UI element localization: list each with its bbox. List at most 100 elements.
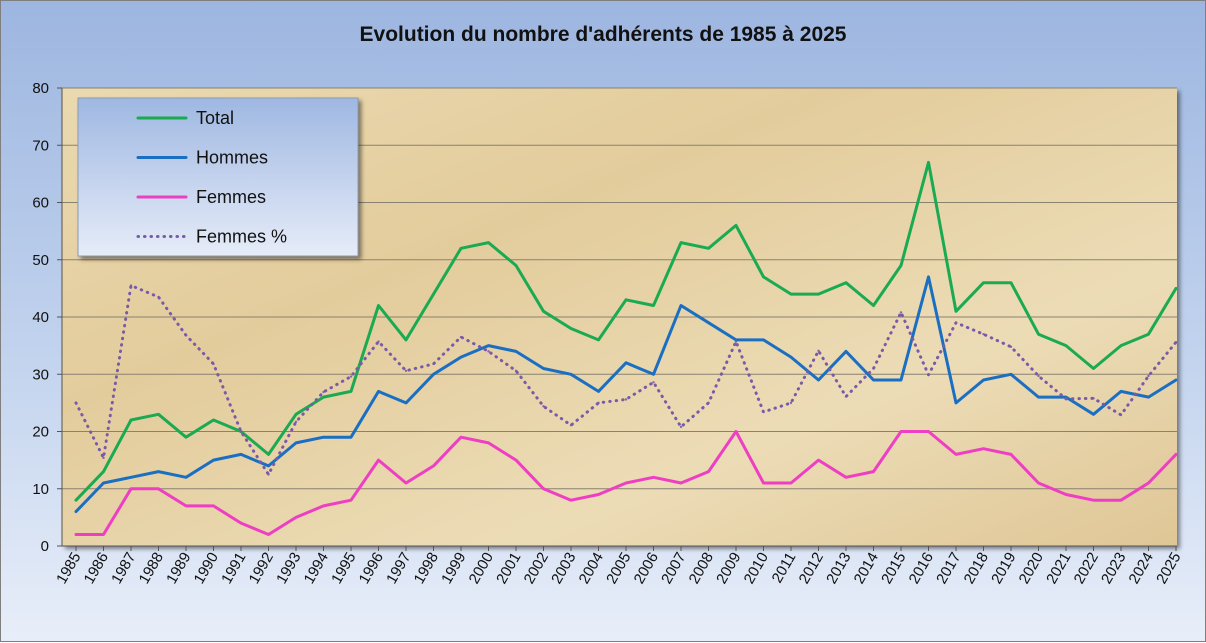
- data-point-hommes: [597, 390, 600, 393]
- data-point-hommes: [102, 481, 105, 485]
- data-point-total: [817, 292, 820, 296]
- x-tick-label: 1998: [411, 550, 442, 587]
- x-tick-label: 2016: [906, 550, 937, 587]
- x-tick-label: 2025: [1153, 550, 1184, 587]
- data-point-femmes: [927, 373, 930, 377]
- x-tick-label: 2001: [493, 550, 524, 587]
- data-point-total: [1147, 332, 1150, 336]
- data-point-femmes: [734, 430, 738, 433]
- data-point-total: [1092, 367, 1095, 370]
- data-point-total: [789, 292, 793, 296]
- data-point-femmes: [762, 410, 765, 414]
- data-point-femmes: [817, 349, 820, 352]
- data-point-hommes: [212, 458, 215, 462]
- data-point-total: [1174, 287, 1178, 290]
- data-point-femmes: [129, 487, 133, 490]
- x-tick-label: 1997: [383, 550, 414, 587]
- data-point-femmes: [267, 473, 270, 476]
- data-point-femmes: [487, 441, 490, 445]
- x-tick-label: 2020: [1016, 550, 1047, 587]
- data-point-femmes: [239, 521, 243, 525]
- data-point-total: [404, 338, 408, 342]
- data-point-femmes: [679, 425, 683, 429]
- data-point-femmes: [817, 458, 820, 462]
- data-point-total: [102, 470, 105, 473]
- data-point-femmes: [1037, 481, 1040, 485]
- data-point-hommes: [899, 378, 903, 382]
- data-point-femmes: [1147, 374, 1150, 378]
- x-tick-label: 1986: [81, 550, 112, 587]
- data-point-hommes: [459, 355, 463, 359]
- x-tick-label: 2018: [961, 550, 992, 587]
- data-point-femmes: [1037, 374, 1040, 378]
- data-point-femmes: [459, 335, 463, 339]
- data-point-hommes: [1147, 395, 1150, 399]
- data-point-total: [762, 275, 765, 279]
- data-point-femmes: [707, 470, 710, 473]
- data-point-total: [432, 292, 435, 296]
- legend: [77, 97, 359, 257]
- x-tick-label: 1990: [191, 550, 222, 587]
- data-point-hommes: [349, 436, 353, 439]
- y-tick-label: 60: [32, 195, 49, 212]
- x-tick-label: 2019: [988, 550, 1019, 587]
- x-tick-label: 1987: [108, 550, 139, 587]
- data-point-femmes: [597, 493, 600, 496]
- data-point-femmes: [184, 504, 188, 508]
- x-tick-label: 1994: [301, 550, 332, 587]
- series-line-femmes: [74, 284, 1178, 476]
- data-point-hommes: [1092, 413, 1095, 416]
- data-point-femmes: [157, 487, 160, 490]
- data-point-hommes: [404, 401, 408, 405]
- data-point-hommes: [1119, 390, 1123, 393]
- data-point-femmes: [404, 369, 408, 373]
- x-tick-label: 2007: [658, 550, 689, 587]
- data-point-femmes: [102, 533, 105, 536]
- data-point-femmes: [1119, 413, 1123, 417]
- y-tick-label: 70: [32, 137, 49, 154]
- data-point-femmes: [432, 362, 435, 366]
- data-point-femmes: [377, 340, 380, 343]
- x-tick-label: 1991: [218, 550, 249, 587]
- data-point-hommes: [624, 361, 628, 364]
- x-tick-label: 1996: [356, 550, 387, 587]
- data-point-hommes: [1037, 395, 1040, 399]
- data-point-hommes: [514, 350, 518, 353]
- data-point-femmes: [899, 430, 903, 433]
- data-point-hommes: [487, 344, 490, 347]
- y-tick-label: 30: [32, 366, 49, 383]
- x-tick-label: 1995: [328, 550, 359, 587]
- data-point-hommes: [762, 338, 765, 342]
- data-point-hommes: [74, 510, 78, 513]
- data-point-femmes: [184, 334, 188, 337]
- data-point-hommes: [1174, 378, 1178, 382]
- data-point-femmes: [74, 533, 78, 536]
- chart-title: Evolution du nombre d'adhérents de 1985 …: [359, 23, 847, 46]
- data-point-total: [734, 224, 738, 227]
- data-point-femmes: [212, 362, 215, 366]
- data-point-hommes: [1009, 373, 1013, 376]
- data-point-hommes: [184, 476, 188, 479]
- x-tick-label: 1989: [163, 550, 194, 587]
- data-point-total: [514, 264, 518, 267]
- data-point-hommes: [432, 373, 435, 376]
- data-point-total: [679, 241, 683, 244]
- y-tick-label: 50: [32, 252, 49, 269]
- data-point-total: [652, 304, 655, 307]
- x-tick-label: 2013: [823, 550, 854, 587]
- data-point-hommes: [817, 378, 820, 382]
- data-point-femmes: [542, 405, 545, 408]
- data-point-hommes: [982, 378, 985, 382]
- x-tick-label: 2002: [521, 550, 552, 587]
- data-point-femmes: [899, 311, 903, 314]
- x-tick-label: 2017: [933, 550, 964, 587]
- data-point-femmes: [294, 420, 298, 423]
- data-point-femmes: [377, 458, 380, 462]
- data-point-hommes: [927, 275, 930, 279]
- data-point-hommes: [679, 304, 683, 307]
- data-point-femmes: [514, 458, 518, 462]
- data-point-femmes: [872, 470, 875, 473]
- data-point-femmes: [74, 401, 78, 405]
- data-point-femmes: [514, 369, 518, 373]
